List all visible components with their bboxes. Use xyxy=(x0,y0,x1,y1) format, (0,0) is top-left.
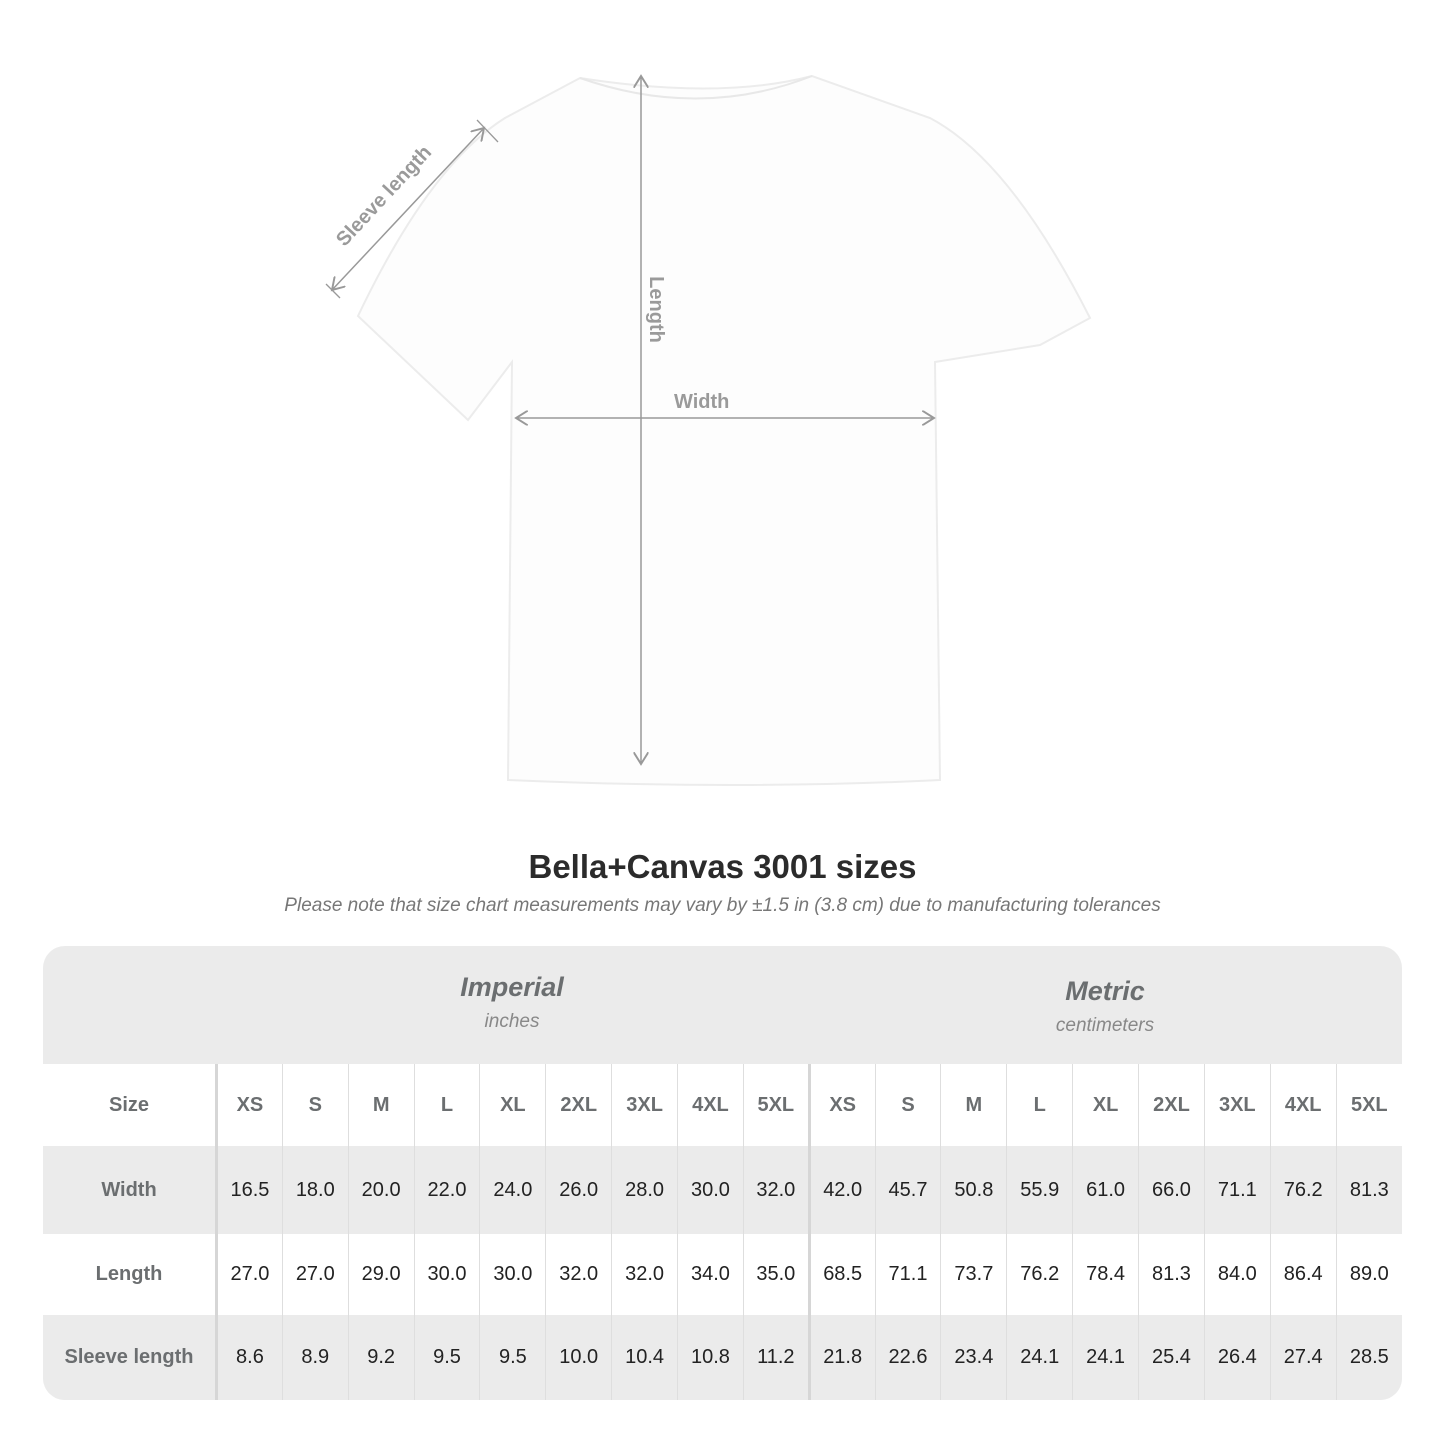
imperial-value: 8.9 xyxy=(281,1315,349,1400)
metric-value: 73.7 xyxy=(940,1234,1007,1315)
size-header: 2XL xyxy=(545,1064,612,1146)
size-label: Size xyxy=(43,1064,218,1146)
metric-value: 78.4 xyxy=(1072,1234,1139,1315)
imperial-value: 16.5 xyxy=(216,1146,283,1234)
metric-value: 26.4 xyxy=(1203,1315,1271,1400)
size-header: S xyxy=(874,1064,941,1146)
imperial-value: 8.6 xyxy=(216,1315,283,1400)
imperial-value: 32.0 xyxy=(545,1234,612,1315)
metric-value: 68.5 xyxy=(807,1234,876,1315)
imperial-value: 9.5 xyxy=(413,1315,480,1400)
imperial-value: 20.0 xyxy=(347,1146,415,1234)
collar xyxy=(579,75,813,100)
imperial-value: 30.0 xyxy=(677,1146,744,1234)
metric-value: 86.4 xyxy=(1269,1234,1337,1315)
metric-value: 84.0 xyxy=(1203,1234,1271,1315)
size-header: XS xyxy=(216,1064,283,1146)
table-row: Width 16.5 18.0 20.0 22.0 24.0 26.0 28.0 30.0 32.… xyxy=(43,1146,1402,1234)
imperial-value: 10.0 xyxy=(545,1315,612,1400)
page-title: Bella+Canvas 3001 sizes xyxy=(528,848,917,885)
size-header: 5XL xyxy=(742,1064,810,1146)
metric-value: 55.9 xyxy=(1006,1146,1073,1234)
size-header: 3XL xyxy=(1203,1064,1271,1146)
row-label: Width xyxy=(43,1146,218,1234)
size-header: M xyxy=(347,1064,415,1146)
metric-value: 71.1 xyxy=(874,1234,941,1315)
imperial-value: 29.0 xyxy=(347,1234,415,1315)
table-row: Length 27.0 27.0 29.0 30.0 30.0 32.0 32.0 34.0 35… xyxy=(43,1234,1402,1315)
size-header: 4XL xyxy=(677,1064,744,1146)
metric-value: 22.6 xyxy=(874,1315,941,1400)
metric-value: 76.2 xyxy=(1269,1146,1337,1234)
metric-value: 81.3 xyxy=(1335,1146,1402,1234)
sleeve-arrow xyxy=(332,128,484,290)
imperial-value: 32.0 xyxy=(611,1234,678,1315)
metric-value: 28.5 xyxy=(1335,1315,1402,1400)
size-header: S xyxy=(281,1064,349,1146)
row-label: Length xyxy=(43,1234,218,1315)
metric-unit: centimeters xyxy=(1055,1015,1155,1036)
metric-value: 21.8 xyxy=(807,1315,876,1400)
width-label: Width xyxy=(674,391,730,413)
subtitle: Please note that size chart measurements… xyxy=(284,895,1161,916)
imperial-value: 28.0 xyxy=(611,1146,678,1234)
size-table: Size XS S M L XL 2XL 3XL 4XL 5XL XS S M L XL 2XL 3XL 4XL 5… xyxy=(43,1064,1402,1400)
size-header: L xyxy=(1006,1064,1073,1146)
metric-value: 89.0 xyxy=(1335,1234,1402,1315)
size-header: XL xyxy=(1072,1064,1139,1146)
metric-value: 71.1 xyxy=(1203,1146,1271,1234)
metric-title: Metric xyxy=(1065,976,1145,1006)
imperial-value: 27.0 xyxy=(281,1234,349,1315)
row-label: Sleeve length xyxy=(43,1315,218,1400)
imperial-value: 32.0 xyxy=(742,1146,810,1234)
imperial-value: 22.0 xyxy=(413,1146,480,1234)
imperial-value: 35.0 xyxy=(742,1234,810,1315)
metric-value: 24.1 xyxy=(1072,1315,1139,1400)
imperial-value: 26.0 xyxy=(545,1146,612,1234)
metric-header: Metric centimeters xyxy=(808,946,1402,1094)
size-header: 2XL xyxy=(1138,1064,1205,1146)
imperial-unit: inches xyxy=(484,1011,540,1032)
size-table-panel: Imperial inches Metric centimeters Size X… xyxy=(43,946,1402,1400)
metric-value: 25.4 xyxy=(1138,1315,1205,1400)
imperial-value: 10.4 xyxy=(611,1315,678,1400)
metric-value: 42.0 xyxy=(807,1146,876,1234)
size-header: XL xyxy=(479,1064,546,1146)
size-header: L xyxy=(413,1064,480,1146)
metric-value: 76.2 xyxy=(1006,1234,1073,1315)
metric-value: 50.8 xyxy=(940,1146,1007,1234)
tshirt-shape xyxy=(356,74,1092,786)
imperial-value: 27.0 xyxy=(216,1234,283,1315)
size-header: XS xyxy=(807,1064,876,1146)
metric-value: 81.3 xyxy=(1138,1234,1205,1315)
size-header: 5XL xyxy=(1335,1064,1402,1146)
metric-value: 27.4 xyxy=(1269,1315,1337,1400)
imperial-value: 9.2 xyxy=(347,1315,415,1400)
imperial-value: 34.0 xyxy=(677,1234,744,1315)
imperial-value: 11.2 xyxy=(742,1315,810,1400)
size-header: 3XL xyxy=(611,1064,678,1146)
imperial-value: 9.5 xyxy=(479,1315,546,1400)
imperial-value: 30.0 xyxy=(479,1234,546,1315)
tshirt-diagram xyxy=(325,0,1092,786)
imperial-title: Imperial xyxy=(460,972,564,1002)
metric-value: 45.7 xyxy=(874,1146,941,1234)
imperial-header: Imperial inches xyxy=(216,946,808,1090)
imperial-value: 18.0 xyxy=(281,1146,349,1234)
metric-value: 61.0 xyxy=(1072,1146,1139,1234)
size-header: M xyxy=(940,1064,1007,1146)
size-header-row: Size XS S M L XL 2XL 3XL 4XL 5XL XS S M L XL 2XL 3XL 4XL 5… xyxy=(43,1064,1402,1146)
metric-value: 23.4 xyxy=(940,1315,1007,1400)
metric-value: 66.0 xyxy=(1138,1146,1205,1234)
length-label: Length xyxy=(644,276,667,343)
table-row: Sleeve length 8.6 8.9 9.2 9.5 9.5 10.0 10.4 10.8… xyxy=(43,1315,1402,1400)
metric-value: 24.1 xyxy=(1006,1315,1073,1400)
imperial-value: 30.0 xyxy=(413,1234,480,1315)
imperial-value: 10.8 xyxy=(677,1315,744,1400)
imperial-value: 24.0 xyxy=(479,1146,546,1234)
size-header: 4XL xyxy=(1269,1064,1337,1146)
